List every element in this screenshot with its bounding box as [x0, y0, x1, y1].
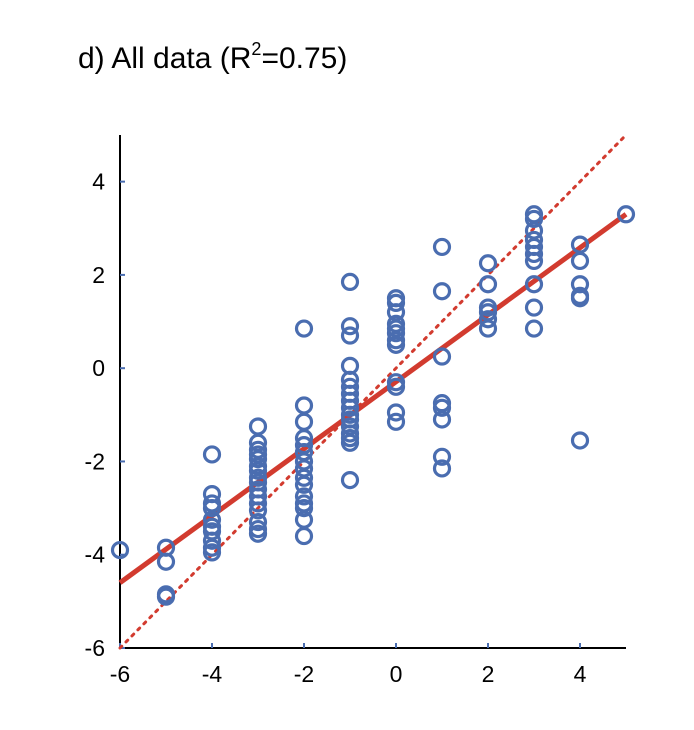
- data-point: [432, 237, 452, 257]
- data-point: [340, 398, 360, 417]
- data-point: [386, 293, 406, 312]
- data-point: [386, 412, 406, 431]
- y-tick-label: 2: [92, 262, 105, 288]
- regression-line: [118, 212, 628, 585]
- data-point: [248, 512, 268, 532]
- chart-title-superscript: 2: [251, 39, 261, 59]
- chart-title: d) All data (R2=0.75): [78, 39, 347, 75]
- x-tick-label: -2: [294, 661, 314, 687]
- y-tick-label: 0: [92, 355, 105, 381]
- axes: -6 -4 -2 0 2 4 -6 -4 -2 0 2 4: [85, 135, 626, 687]
- data-points: [110, 205, 636, 606]
- data-point: [294, 319, 314, 338]
- data-point: [110, 540, 130, 560]
- data-point: [156, 552, 176, 571]
- data-point: [294, 526, 314, 546]
- data-point: [478, 310, 498, 329]
- data-point: [248, 524, 268, 543]
- data-point: [524, 298, 544, 317]
- data-point: [478, 254, 498, 273]
- data-point: [248, 417, 268, 436]
- data-point: [340, 317, 360, 336]
- data-point: [294, 412, 314, 431]
- x-tick-label: -6: [110, 661, 130, 687]
- data-point: [386, 335, 406, 354]
- data-point: [340, 471, 360, 490]
- data-point: [432, 347, 452, 366]
- data-point: [248, 501, 268, 520]
- data-point: [294, 475, 314, 494]
- data-point: [478, 319, 498, 338]
- data-point: [524, 275, 544, 294]
- trend-lines: [118, 133, 628, 650]
- data-point: [432, 398, 452, 417]
- data-point: [202, 543, 222, 562]
- data-point: [248, 461, 268, 480]
- data-point: [202, 498, 222, 518]
- data-point: [616, 205, 636, 224]
- x-tick-label: 4: [574, 661, 587, 687]
- x-tick-label: 0: [390, 661, 403, 687]
- data-point: [294, 468, 314, 487]
- data-point: [386, 403, 406, 422]
- data-point: [202, 510, 222, 529]
- data-point: [248, 494, 268, 513]
- chart-title-prefix: d) All data (R: [78, 42, 251, 75]
- x-tick-label: 2: [482, 661, 495, 687]
- y-tick-label: 4: [92, 169, 105, 195]
- data-point: [570, 251, 590, 271]
- data-point: [432, 282, 452, 301]
- y-tick-label: -6: [85, 635, 105, 661]
- y-tick-label: -2: [85, 448, 105, 474]
- data-point: [524, 209, 544, 229]
- data-point: [294, 396, 314, 415]
- data-point: [524, 244, 544, 264]
- x-tick-label: -4: [202, 661, 223, 687]
- data-point: [294, 487, 314, 506]
- data-point: [294, 498, 314, 518]
- data-point: [570, 431, 590, 450]
- data-point: [156, 587, 176, 606]
- data-point: [432, 447, 452, 466]
- data-point: [524, 251, 544, 271]
- data-point: [432, 459, 452, 478]
- y-tick-label: -4: [85, 542, 106, 568]
- data-point: [478, 275, 498, 294]
- data-point: [340, 326, 360, 345]
- chart-title-suffix: =0.75): [261, 42, 347, 75]
- data-point: [340, 272, 360, 292]
- data-point: [432, 410, 452, 429]
- data-point: [570, 289, 590, 308]
- data-point: [386, 377, 406, 396]
- data-point: [202, 531, 222, 550]
- data-point: [248, 450, 268, 469]
- data-point: [524, 319, 544, 338]
- identity-line: [118, 133, 628, 650]
- data-point: [202, 445, 222, 464]
- data-point: [386, 324, 406, 343]
- data-point: [340, 433, 360, 452]
